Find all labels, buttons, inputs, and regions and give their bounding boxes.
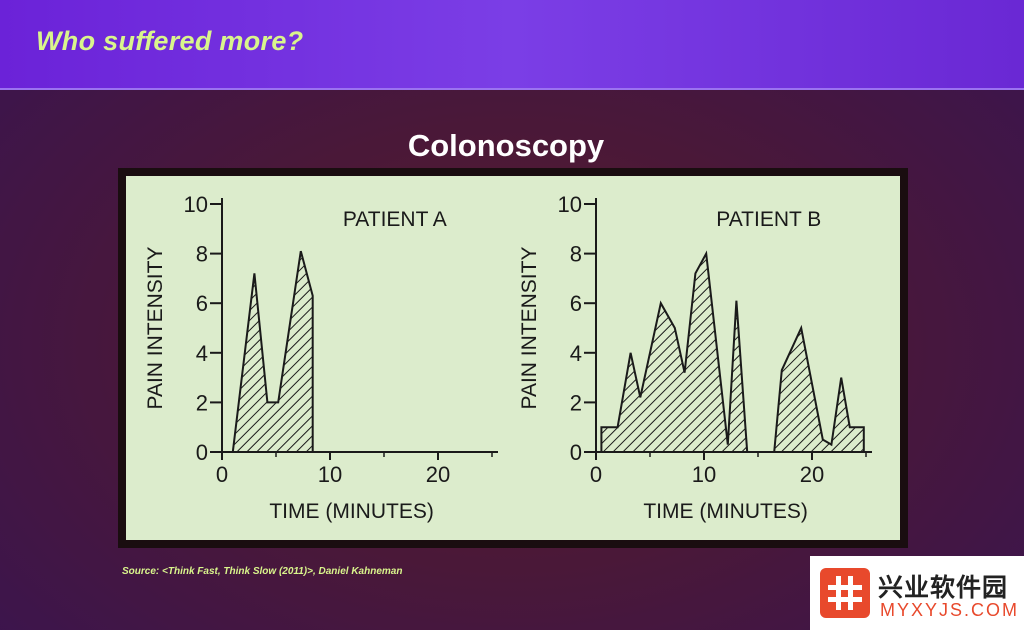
chart-1-y-tick-label: 6 <box>570 291 582 316</box>
chart-1-y-tick-label: 2 <box>570 390 582 415</box>
chart-0-label: PATIENT A <box>343 208 447 231</box>
chart-1-y-tick-label: 10 <box>558 192 582 217</box>
chart-0-y-tick-label: 10 <box>184 192 208 217</box>
watermark-logo-icon <box>820 568 870 618</box>
chart-1-y-tick-label: 4 <box>570 341 582 366</box>
chart-0-area <box>231 250 314 453</box>
chart-0-x-tick-label: 10 <box>318 462 342 487</box>
chart-1-x-tick-label: 10 <box>692 462 716 487</box>
chart-0: 0 2 4 6 8 10 0 10 20 PATIENT A TIME (MINUTES) PAIN … <box>144 192 498 523</box>
source-citation: Source: <Think Fast, Think Slow (2011)>,… <box>122 566 403 577</box>
chart-0-y-tick-label: 4 <box>196 341 208 366</box>
chart-1-y-tick-label: 8 <box>570 242 582 267</box>
chart-0-y-axis-label: PAIN INTENSITY <box>144 247 167 410</box>
chart-0-y-tick-label: 0 <box>196 440 208 465</box>
chart-0-y-tick-label: 6 <box>196 291 208 316</box>
chart-0-y-tick-label: 2 <box>196 390 208 415</box>
chart-0-x-tick-label: 20 <box>426 462 450 487</box>
chart-1: 0 2 4 6 8 10 0 10 20 PATIENT B TIME (MINUTES) PAIN … <box>518 192 872 523</box>
chart-1-x-axis-label: TIME (MINUTES) <box>643 500 807 523</box>
watermark-name: 兴业软件园 <box>878 574 1009 602</box>
slide-title: Who suffered more? <box>36 26 304 56</box>
chart-1-area <box>600 250 865 453</box>
watermark: 兴业软件园 MYXYJS.COM <box>810 556 1024 630</box>
chart-1-x-tick-label: 20 <box>800 462 824 487</box>
chart-0-x-tick-label: 0 <box>216 462 228 487</box>
chart-panel: 0 2 4 6 8 10 0 10 20 PATIENT A TIME (MINUTES) PAIN … <box>118 168 908 548</box>
title-band: Who suffered more? <box>0 0 1024 90</box>
chart-0-x-axis-label: TIME (MINUTES) <box>269 500 433 523</box>
chart-1-x-tick-label: 0 <box>590 462 602 487</box>
chart-0-y-tick-label: 8 <box>196 242 208 267</box>
chart-1-y-tick-label: 0 <box>570 440 582 465</box>
chart-1-y-axis-label: PAIN INTENSITY <box>518 247 541 410</box>
chart-title: Colonoscopy <box>407 128 605 163</box>
watermark-url: MYXYJS.COM <box>880 600 1020 620</box>
chart-1-label: PATIENT B <box>716 208 821 231</box>
